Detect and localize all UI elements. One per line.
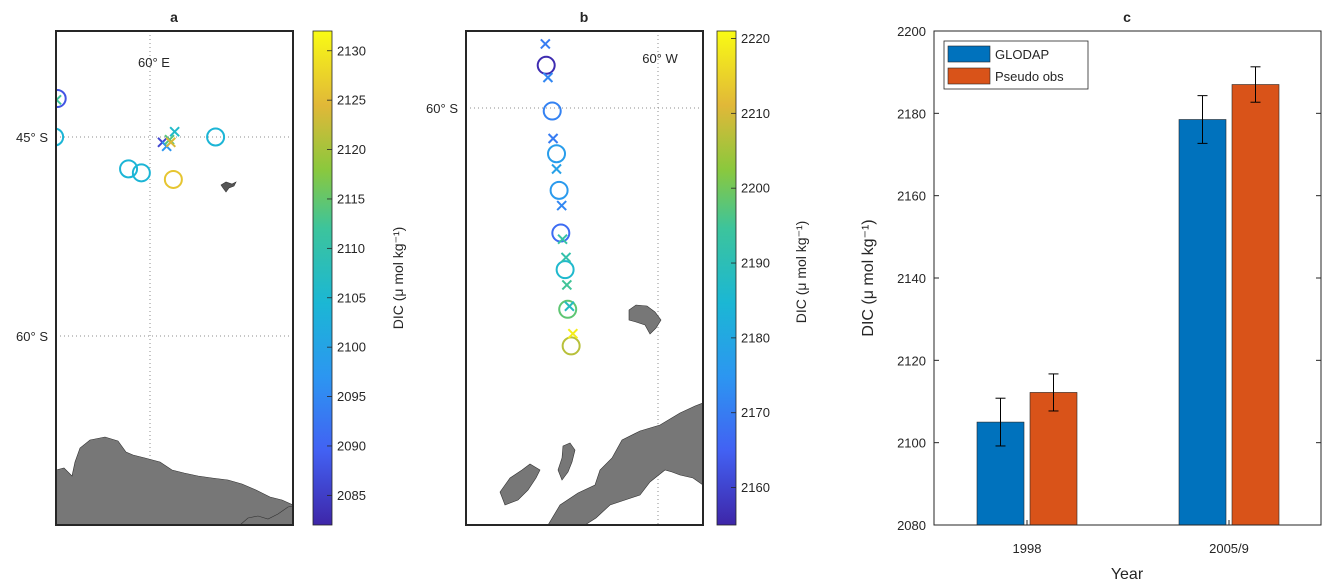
cross-marker: [551, 163, 562, 175]
cross-marker: [542, 72, 554, 83]
colorbar-tick-label: 2095: [337, 389, 366, 404]
colorbar-b-label: DIC (μ mol kg⁻¹): [793, 221, 809, 324]
legend-label-glodap: GLODAP: [995, 47, 1049, 62]
map-frame-b: [465, 30, 704, 526]
circle-marker: [558, 299, 578, 319]
colorbar-a: 2085 2090 2095 2100 2105 2110 2115 2120 2125 2130…: [312, 30, 406, 526]
antarctica-land-2: [239, 505, 293, 525]
bar-series: [976, 66, 1280, 526]
cross-marker: [560, 252, 572, 263]
colorbar-tick-label: 2085: [337, 488, 366, 503]
colorbar-tick-label: 2220: [741, 31, 770, 46]
panel-a-points: [56, 89, 226, 189]
circle-marker: [119, 159, 139, 179]
circle-marker: [536, 55, 556, 75]
bar: [1231, 84, 1280, 526]
legend-label-pseudo: Pseudo obs: [995, 69, 1064, 84]
y-tick-label: 2080: [897, 518, 926, 533]
antarctic-peninsula-land: [547, 402, 703, 525]
colorbar-tick-label: 2110: [337, 241, 365, 256]
panel-c: c 2080 2100 2120 2140 2160 2180 2200 1998 2005/…: [860, 9, 1322, 583]
colorbar-tick-label: 2160: [741, 480, 770, 495]
panel-b-title: b: [580, 9, 589, 25]
y-axis-ticks: 2080 2100 2120 2140 2160 2180 2200: [897, 24, 1321, 533]
y-tick-label: 2120: [897, 353, 926, 368]
map-frame-a: [55, 30, 294, 526]
circle-marker: [542, 101, 562, 121]
cross-marker: [165, 137, 177, 148]
circle-marker: [163, 169, 183, 189]
colorbar-tick-label: 2200: [741, 181, 770, 196]
colorbar-tick-label: 2115: [337, 191, 365, 206]
panel-b: b 60° W 60° S 2160 2170 2180 2190 2200 2210 22…: [426, 9, 809, 526]
island-2: [557, 442, 576, 481]
colorbar-tick-label: 2090: [337, 438, 366, 453]
colorbar-tick-label: 2170: [741, 405, 770, 420]
cross-marker: [557, 233, 568, 245]
cross-marker: [564, 301, 575, 312]
colorbar-tick-label: 2105: [337, 290, 366, 305]
circle-marker: [131, 163, 151, 183]
meridian-label: 60° W: [642, 51, 678, 66]
meridian-label: 60° E: [138, 55, 170, 70]
circle-marker: [561, 336, 581, 356]
circle-marker: [549, 180, 569, 200]
legend: GLODAP Pseudo obs: [943, 40, 1089, 90]
y-tick-label: 2160: [897, 189, 926, 204]
legend-swatch-glodap: [947, 45, 991, 63]
cross-marker: [561, 279, 573, 291]
x-tick-label: 1998: [1013, 541, 1042, 556]
circle-marker: [547, 144, 567, 164]
cross-marker: [556, 200, 567, 211]
colorbar-b: 2160 2170 2180 2190 2200 2210 2220 DIC (μ mol …: [716, 30, 809, 526]
panel-a-title: a: [170, 9, 178, 25]
panel-c-title: c: [1123, 9, 1131, 25]
cross-marker: [540, 38, 551, 50]
colorbar-a-label: DIC (μ mol kg⁻¹): [390, 227, 406, 330]
x-axis-ticks: 1998 2005/9: [1013, 520, 1249, 556]
cross-marker: [169, 126, 180, 137]
y-axis-label: DIC (μ mol kg⁻¹): [860, 219, 877, 336]
x-tick-label: 2005/9: [1209, 541, 1249, 556]
lat-label-60: 60° S: [426, 101, 458, 116]
lat-label-60: 60° S: [16, 329, 48, 344]
y-tick-label: 2200: [897, 24, 926, 39]
colorbar-tick-label: 2190: [741, 256, 770, 271]
panel-b-points: [536, 38, 581, 356]
cross-marker: [567, 328, 579, 339]
circle-marker: [206, 127, 226, 147]
island-3: [628, 304, 662, 335]
y-tick-label: 2140: [897, 271, 926, 286]
circle-marker: [56, 89, 67, 109]
bar: [1178, 119, 1227, 526]
colorbar-tick-label: 2130: [337, 43, 366, 58]
colorbar-tick-label: 2120: [337, 142, 366, 157]
kerguelen-island: [220, 181, 237, 193]
legend-swatch-pseudo: [947, 67, 991, 85]
bar: [1029, 392, 1078, 526]
y-tick-label: 2100: [897, 436, 926, 451]
x-axis-label: Year: [1111, 566, 1144, 583]
lat-label-45: 45° S: [16, 130, 48, 145]
antarctica-land: [56, 436, 293, 525]
island-1: [499, 463, 541, 506]
colorbar-tick-label: 2210: [741, 106, 770, 121]
circle-marker: [56, 127, 65, 147]
panel-a: a 60° E 45° S 60° S 2085 2090 2095 2100 2105…: [16, 9, 406, 526]
y-tick-label: 2180: [897, 106, 926, 121]
colorbar-tick-label: 2180: [741, 330, 770, 345]
colorbar-tick-label: 2125: [337, 93, 366, 108]
circle-marker: [555, 260, 575, 280]
colorbar-tick-label: 2100: [337, 340, 366, 355]
cross-marker: [547, 133, 559, 144]
